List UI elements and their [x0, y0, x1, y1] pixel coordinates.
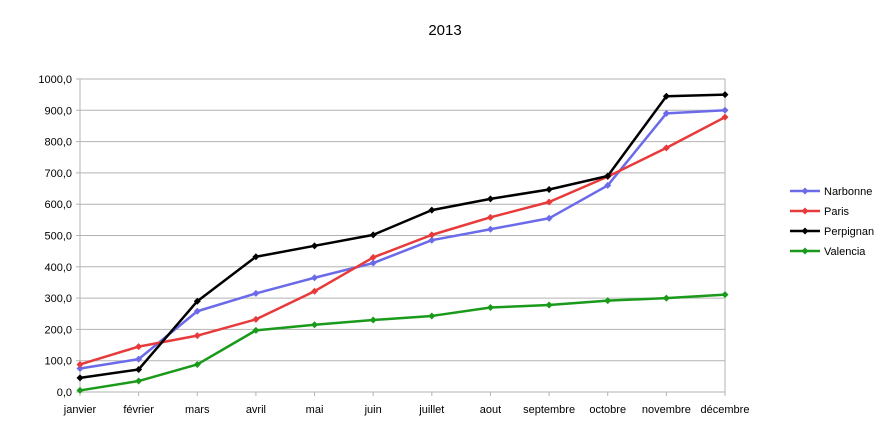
y-tick-label: 1000,0 [38, 74, 72, 86]
legend-item: Valencia [790, 246, 866, 258]
y-axis-ticks: 0,0 100,0 200,0 300,0 400,0 500,0 600,0 700,0 80… [38, 74, 80, 399]
series-narbonne [76, 106, 729, 373]
data-point [604, 172, 612, 180]
data-point [193, 297, 201, 305]
x-tick-label: octobre [589, 404, 626, 416]
x-axis-ticks: janvier février mars avril mai juin juillet aou… [63, 392, 750, 416]
data-point [369, 316, 377, 324]
series-lines [76, 91, 729, 394]
data-point [662, 294, 670, 302]
x-tick-label: mars [185, 404, 210, 416]
x-tick-label: avril [246, 404, 266, 416]
legend-item: Perpignan [790, 226, 874, 238]
data-point [369, 253, 377, 261]
data-point [252, 326, 260, 334]
data-point [311, 287, 319, 295]
y-tick-label: 100,0 [44, 356, 72, 368]
data-point [486, 303, 494, 311]
x-tick-label: septembre [523, 404, 575, 416]
data-point [76, 386, 84, 394]
legend-item: Narbonne [790, 186, 872, 198]
data-point [662, 109, 670, 117]
legend-label: Perpignan [824, 226, 874, 238]
data-point [135, 343, 143, 351]
legend-swatch-marker [801, 227, 809, 235]
legend-swatch-marker [801, 187, 809, 195]
data-point [369, 259, 377, 267]
legend-swatch-marker [801, 247, 809, 255]
data-point [428, 312, 436, 320]
y-tick-label: 600,0 [44, 199, 72, 211]
legend: Narbonne Paris Perpignan Valencia [790, 186, 874, 258]
data-point [193, 332, 201, 340]
x-tick-label: mai [306, 404, 324, 416]
legend-label: Narbonne [824, 186, 872, 198]
y-tick-label: 0,0 [57, 387, 72, 399]
series-perpignan [76, 91, 729, 382]
data-point [252, 315, 260, 323]
data-point [486, 195, 494, 203]
x-tick-label: juin [364, 404, 382, 416]
data-point [604, 297, 612, 305]
data-point [193, 307, 201, 315]
y-tick-label: 400,0 [44, 262, 72, 274]
data-point [135, 377, 143, 385]
data-point [486, 213, 494, 221]
y-tick-label: 700,0 [44, 168, 72, 180]
x-tick-label: juillet [418, 404, 444, 416]
data-point [545, 185, 553, 193]
series-line [79, 109, 726, 370]
series-paris [76, 113, 729, 368]
x-tick-label: février [123, 404, 154, 416]
y-tick-label: 200,0 [44, 324, 72, 336]
data-point [135, 365, 143, 373]
data-point [76, 374, 84, 382]
legend-item: Paris [790, 206, 850, 218]
data-point [76, 365, 84, 373]
data-point [721, 113, 729, 121]
data-point [721, 291, 729, 299]
data-point [545, 301, 553, 309]
legend-label: Valencia [824, 246, 866, 258]
y-tick-label: 900,0 [44, 105, 72, 117]
data-point [428, 206, 436, 214]
data-point [545, 214, 553, 222]
data-point [311, 274, 319, 282]
data-point [252, 253, 260, 261]
x-tick-label: aout [480, 404, 501, 416]
data-point [604, 181, 612, 189]
data-point [135, 355, 143, 363]
x-tick-label: décembre [701, 404, 750, 416]
data-point [721, 91, 729, 99]
y-tick-label: 500,0 [44, 231, 72, 243]
data-point [545, 198, 553, 206]
data-point [662, 92, 670, 100]
series-line [79, 116, 726, 366]
data-point [721, 106, 729, 114]
data-point [252, 289, 260, 297]
data-point [369, 231, 377, 239]
data-point [662, 144, 670, 152]
series-line [79, 93, 726, 380]
series-valencia [76, 291, 729, 394]
data-point [76, 360, 84, 368]
data-point [193, 360, 201, 368]
x-tick-label: janvier [63, 404, 97, 416]
x-tick-label: novembre [642, 404, 691, 416]
series-line [79, 293, 726, 392]
data-point [428, 231, 436, 239]
chart-title: 2013 [428, 22, 461, 39]
data-point [311, 321, 319, 329]
y-tick-label: 800,0 [44, 137, 72, 149]
legend-swatch-marker [801, 207, 809, 215]
y-tick-label: 300,0 [44, 293, 72, 305]
legend-label: Paris [824, 206, 850, 218]
data-point [486, 225, 494, 233]
data-point [428, 236, 436, 244]
grid-lines [80, 78, 725, 362]
data-point [311, 242, 319, 250]
